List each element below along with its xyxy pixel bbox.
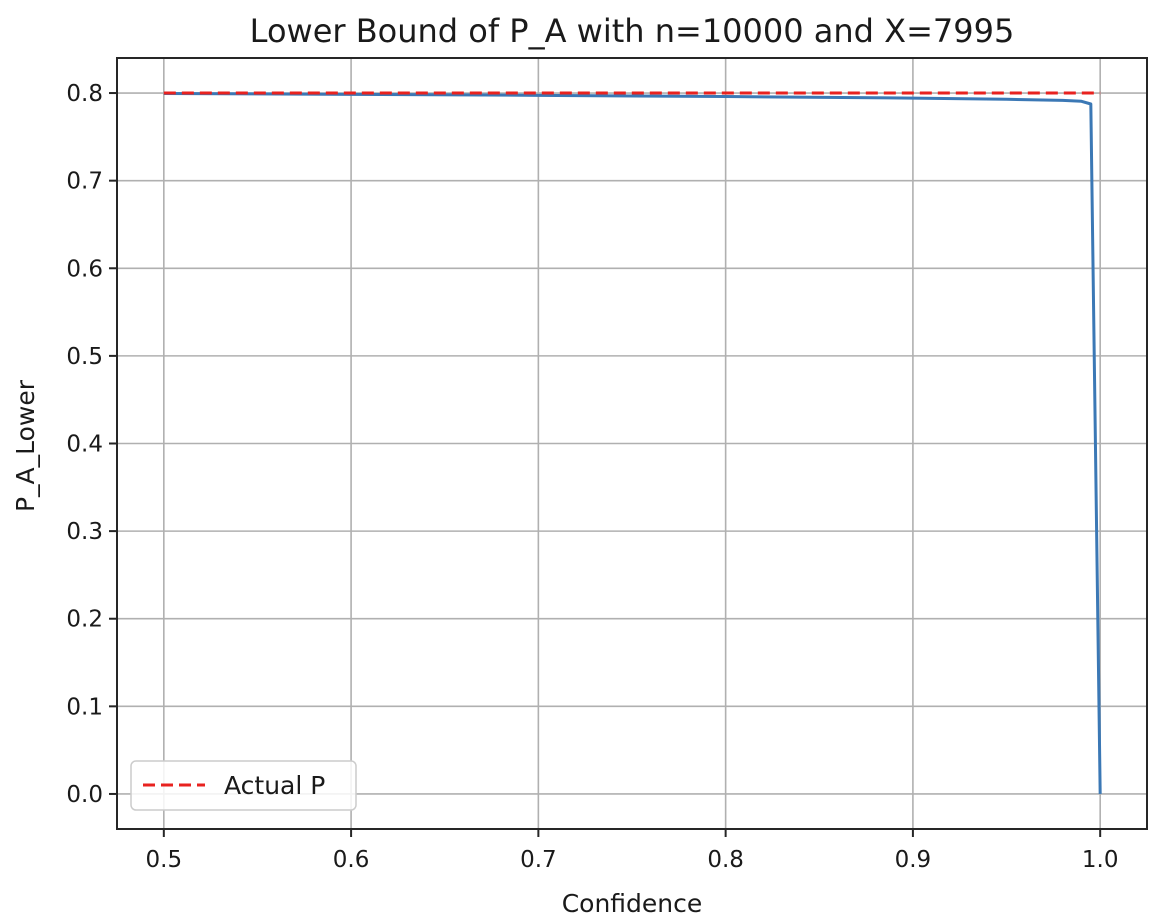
y-tick-label: 0.1 [66, 694, 103, 720]
x-tick-label: 0.9 [895, 847, 932, 873]
y-tick-label: 0.4 [66, 432, 103, 458]
x-tick-label: 1.0 [1082, 847, 1119, 873]
y-tick-label: 0.3 [66, 519, 103, 545]
x-tick-label: 0.7 [520, 847, 557, 873]
plot-series [163, 91, 1102, 794]
y-tick-label: 0.8 [66, 81, 103, 107]
x-tick-label: 0.6 [333, 847, 370, 873]
chart-title: Lower Bound of P_A with n=10000 and X=79… [250, 12, 1015, 50]
y-tick-label: 0.5 [66, 344, 103, 370]
y-tick-label: 0.0 [66, 782, 103, 808]
x-tick-label: 0.5 [146, 847, 183, 873]
y-axis-label: P_A_Lower [11, 379, 40, 512]
legend-label-actual-p: Actual P [224, 771, 325, 800]
y-tick-label: 0.2 [66, 607, 103, 633]
y-tick-label: 0.7 [66, 169, 103, 195]
x-tick-label: 0.8 [707, 847, 744, 873]
y-tick-label: 0.6 [66, 256, 103, 282]
series-line-p-a-lower [163, 91, 1102, 794]
axis-ticks: 0.5 0.6 0.7 0.8 0.9 1.0 0.0 0.1 0.2 0.3 0.4 0.5 0.6 0… [66, 81, 1118, 873]
legend: Actual P [130, 760, 357, 811]
x-axis-label: Confidence [562, 889, 703, 918]
legend-box [130, 760, 357, 811]
